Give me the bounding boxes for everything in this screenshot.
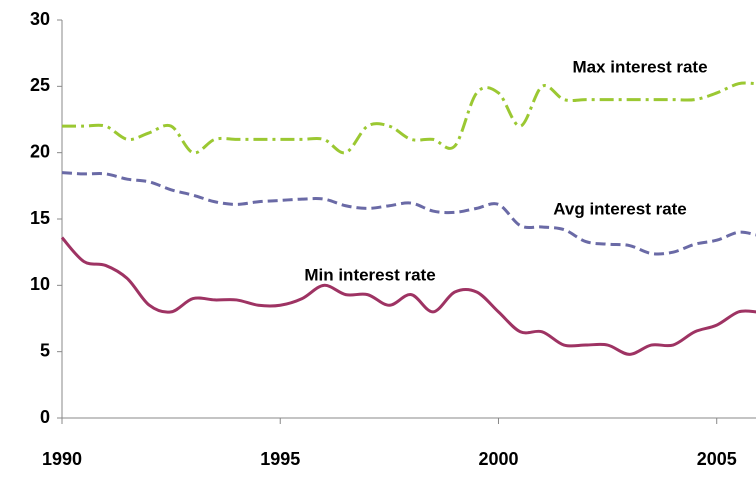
y-tick-label: 20 bbox=[30, 141, 50, 161]
series-label: Min interest rate bbox=[304, 265, 435, 284]
series-label: Avg interest rate bbox=[553, 199, 687, 218]
series-line bbox=[60, 236, 756, 356]
y-tick-label: 5 bbox=[40, 340, 50, 360]
y-tick-label: 25 bbox=[30, 75, 50, 95]
y-tick-label: 30 bbox=[30, 9, 50, 29]
y-tick-label: 10 bbox=[30, 274, 50, 294]
series-label: Max interest rate bbox=[572, 57, 707, 76]
x-tick-label: 2005 bbox=[697, 449, 737, 469]
y-tick-label: 15 bbox=[30, 208, 50, 228]
x-tick-label: 1990 bbox=[42, 449, 82, 469]
x-tick-label: 1995 bbox=[260, 449, 300, 469]
y-tick-label: 0 bbox=[40, 407, 50, 427]
series-line bbox=[62, 81, 756, 155]
x-tick-label: 2000 bbox=[478, 449, 518, 469]
series-line bbox=[61, 171, 756, 256]
